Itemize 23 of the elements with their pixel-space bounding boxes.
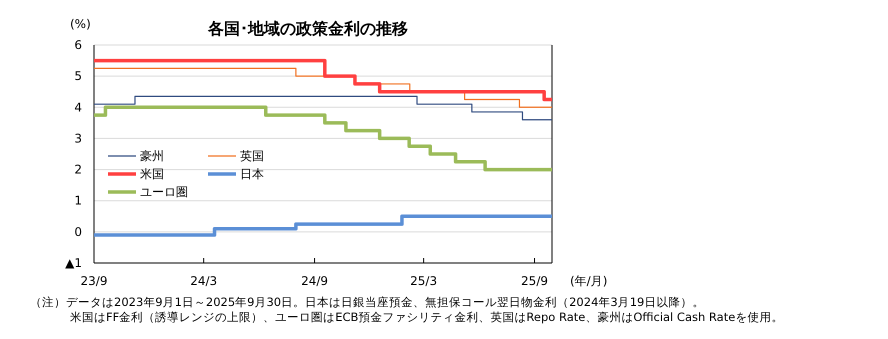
x-tick-label: 24/9 (301, 274, 328, 288)
x-tick-label: 23/9 (80, 274, 108, 288)
legend-label: 米国 (140, 167, 164, 181)
y-axis-title: (%) (70, 17, 91, 31)
legend-label: 日本 (240, 167, 264, 181)
y-tick-label: 0 (74, 224, 82, 239)
legend-label: 英国 (240, 149, 264, 163)
y-tick-label: 5 (74, 69, 82, 84)
legend-label: 豪州 (140, 149, 164, 163)
x-axis-title: (年/月) (570, 274, 608, 288)
x-tick-label: 25/3 (410, 274, 438, 288)
chart-title: 各国･地域の政策金利の推移 (207, 19, 408, 38)
legend-label: ユーロ圏 (140, 185, 188, 199)
x-tick-label: 24/3 (190, 274, 218, 288)
y-tick-label: 4 (74, 100, 82, 114)
y-tick-label: 3 (74, 131, 82, 146)
y-tick-label: ▲1 (65, 256, 82, 270)
x-tick-label: 25/9 (521, 274, 548, 288)
y-tick-label: 1 (74, 194, 82, 208)
y-tick-label: 6 (74, 38, 82, 52)
y-tick-label: 2 (74, 162, 82, 177)
text: （注）データは2023年9月1日～2025年9月30日。日本は日銀当座預金、無担保コール翌日物金利（2024年3月19日以降）。 (30, 295, 704, 309)
text: 米国はFF金利（誘導レンジの上限）、ユーロ圏はECB預金ファシリティ金利、英国はRepo Rate、豪州はOfficial Cash Rateを使用。 (70, 310, 784, 324)
